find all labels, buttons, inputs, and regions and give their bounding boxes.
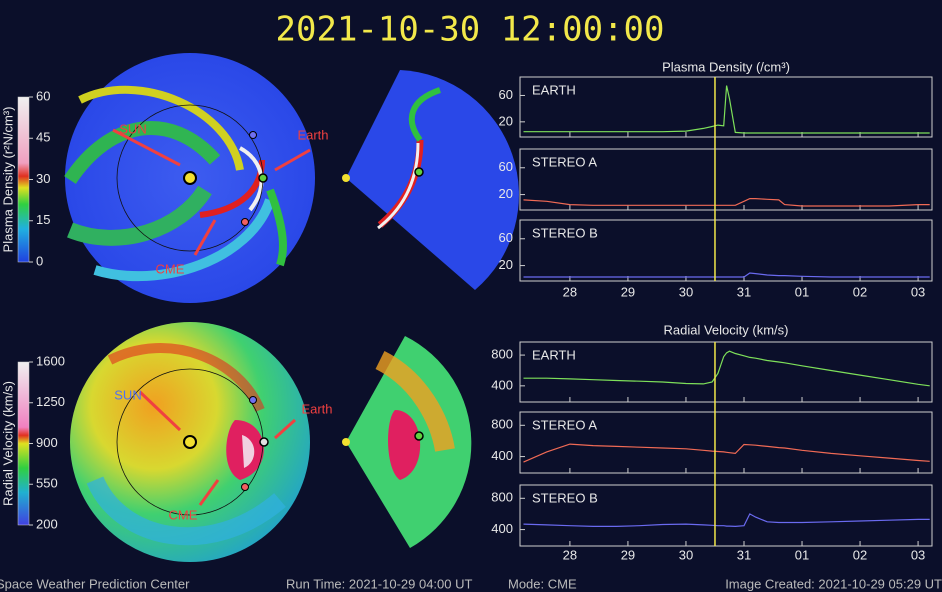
map-annotation: SUN <box>119 121 146 136</box>
x-tick-label: 29 <box>621 284 635 299</box>
series-label: STEREO B <box>532 490 598 505</box>
map-annotation: SUN <box>114 387 141 402</box>
series-line <box>523 198 930 207</box>
panel-title: Plasma Density (/cm³) <box>662 59 790 74</box>
y-tick-label: 400 <box>491 521 513 536</box>
series-line <box>523 85 930 134</box>
series-label: EARTH <box>532 82 576 97</box>
map-annotation: Earth <box>301 401 332 416</box>
velocity-colorbar <box>17 361 30 526</box>
panel-title: Radial Velocity (km/s) <box>664 322 789 337</box>
x-tick-label: 31 <box>737 284 751 299</box>
y-tick-label: 800 <box>491 490 513 505</box>
panel-frame <box>519 341 933 403</box>
colorbar-tick-label: 900 <box>36 435 58 450</box>
x-tick-label: 02 <box>853 284 867 299</box>
series-line <box>523 513 930 528</box>
y-tick-label: 800 <box>491 417 513 432</box>
footer-text: Run Time: 2021-10-29 04:00 UT <box>286 576 472 591</box>
series-label: STEREO B <box>532 225 598 240</box>
colorbar-tick-label: 1250 <box>36 394 65 409</box>
colorbar-label: Plasma Density (r²N/cm³) <box>0 107 15 253</box>
x-tick-label: 01 <box>795 547 809 562</box>
map-annotation: Earth <box>297 127 328 142</box>
x-tick-label: 03 <box>911 547 925 562</box>
velocity-map <box>70 322 472 562</box>
series-label: STEREO A <box>532 154 597 169</box>
x-tick-label: 30 <box>679 547 693 562</box>
x-tick-label: 02 <box>853 547 867 562</box>
y-tick-label: 20 <box>499 257 513 272</box>
y-tick-label: 400 <box>491 448 513 463</box>
y-tick-label: 60 <box>499 230 513 245</box>
y-tick-label: 800 <box>491 347 513 362</box>
colorbar-tick-label: 15 <box>36 212 50 227</box>
x-tick-label: 28 <box>563 547 577 562</box>
footer-text: Image Created: 2021-10-29 05:29 UT <box>725 576 942 591</box>
colorbar-tick-label: 30 <box>36 171 50 186</box>
colorbar-tick-label: 550 <box>36 476 58 491</box>
panel-frame <box>519 148 933 211</box>
timestamp: 2021-10-30 12:00:00 <box>276 10 665 50</box>
x-tick-label: 31 <box>737 547 751 562</box>
y-tick-label: 60 <box>499 159 513 174</box>
x-tick-label: 30 <box>679 284 693 299</box>
density-colorbar <box>17 96 30 263</box>
x-tick-label: 01 <box>795 284 809 299</box>
footer-text: Mode: CME <box>508 576 577 591</box>
y-tick-label: 400 <box>491 377 513 392</box>
y-tick-label: 20 <box>499 113 513 128</box>
map-annotation: CME <box>169 507 198 522</box>
colorbar-tick-label: 1600 <box>36 353 65 368</box>
panel-frame <box>519 219 933 282</box>
panel-frame <box>519 484 933 547</box>
map-annotation: CME <box>156 261 185 276</box>
y-tick-label: 20 <box>499 186 513 201</box>
colorbar-tick-label: 0 <box>36 253 43 268</box>
series-label: EARTH <box>532 347 576 362</box>
x-tick-label: 03 <box>911 284 925 299</box>
series-line <box>523 443 930 463</box>
colorbar-tick-label: 200 <box>36 516 58 531</box>
density-map <box>64 53 519 303</box>
colorbar-tick-label: 60 <box>36 88 50 103</box>
series-line <box>523 350 930 387</box>
x-tick-label: 29 <box>621 547 635 562</box>
y-tick-label: 60 <box>499 87 513 102</box>
series-label: STEREO A <box>532 417 597 432</box>
panel-frame <box>519 411 933 474</box>
colorbar-label: Radial Velocity (km/s) <box>0 381 15 506</box>
panel-frame <box>519 76 933 138</box>
x-tick-label: 28 <box>563 284 577 299</box>
colorbar-tick-label: 45 <box>36 130 50 145</box>
footer-text: Space Weather Prediction Center <box>0 576 190 591</box>
series-line <box>523 272 930 278</box>
